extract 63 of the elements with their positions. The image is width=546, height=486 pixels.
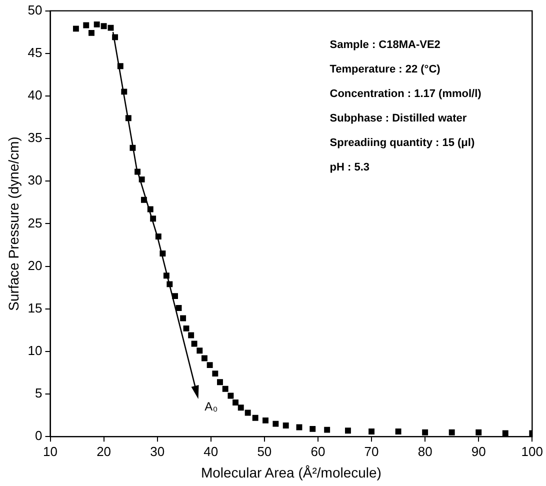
point xyxy=(180,315,186,322)
point xyxy=(72,26,79,32)
point xyxy=(222,386,228,392)
y-tick-label: 5 xyxy=(35,386,42,401)
point xyxy=(191,340,198,347)
point xyxy=(88,30,94,36)
point xyxy=(212,370,218,377)
point xyxy=(228,392,234,399)
point xyxy=(183,325,190,332)
point xyxy=(476,429,482,436)
point xyxy=(252,414,258,421)
y-tick-label: 40 xyxy=(28,88,42,103)
x-tick-label: 40 xyxy=(204,444,218,459)
x-tick-label: 60 xyxy=(310,444,326,459)
point xyxy=(448,429,455,436)
annotation: Sample : C18MA-VE2 xyxy=(330,38,440,51)
x-axis-title: Molecular Area (Å²/molecule) xyxy=(200,464,382,480)
x-tick-label: 100 xyxy=(521,444,544,459)
y-tick-label: 35 xyxy=(28,130,42,146)
x-tick-label: 70 xyxy=(364,444,379,459)
annotation: pH : 5.3 xyxy=(330,161,370,174)
x-tick-label: 50 xyxy=(257,444,272,459)
y-tick-label: 50 xyxy=(28,2,42,18)
x-tick-label: 30 xyxy=(150,444,165,459)
point xyxy=(217,379,223,386)
point xyxy=(368,428,374,434)
point xyxy=(100,23,107,30)
y-tick-label: 10 xyxy=(28,343,42,358)
point xyxy=(310,426,316,432)
annotation: Temperature : 22 (°C) xyxy=(330,63,441,76)
x-tick-label: 20 xyxy=(96,444,112,459)
point xyxy=(282,422,289,429)
y-tick-label: 0 xyxy=(35,428,42,444)
point xyxy=(344,428,351,434)
y-axis-title: Surface Pressure (dyne/cm) xyxy=(5,136,22,311)
point xyxy=(272,420,279,427)
point xyxy=(196,348,203,354)
point xyxy=(108,24,114,31)
annotation: Subphase : Distilled water xyxy=(330,112,468,124)
point xyxy=(232,400,238,406)
point xyxy=(83,22,90,28)
y-tick-label: 15 xyxy=(28,300,42,316)
annotation: A₀ xyxy=(204,399,218,414)
point xyxy=(238,404,244,411)
annotation: Spreadiing quantity : 15 (μl) xyxy=(330,136,475,149)
x-tick-label: 90 xyxy=(471,444,486,459)
y-tick-label: 20 xyxy=(28,258,42,273)
point xyxy=(176,305,182,311)
point xyxy=(94,21,100,28)
x-tick-label: 80 xyxy=(418,444,432,459)
point xyxy=(206,362,213,368)
y-tick-label: 30 xyxy=(28,172,42,188)
point xyxy=(244,410,251,416)
point xyxy=(201,355,208,362)
y-tick-label: 25 xyxy=(28,215,42,230)
annotation: Concentration : 1.17 (mmol/l) xyxy=(330,88,482,100)
point xyxy=(422,429,428,436)
point xyxy=(502,430,508,436)
point xyxy=(262,417,268,424)
point xyxy=(395,428,402,434)
point xyxy=(188,332,194,338)
point xyxy=(324,426,330,433)
y-tick-label: 45 xyxy=(28,44,42,60)
